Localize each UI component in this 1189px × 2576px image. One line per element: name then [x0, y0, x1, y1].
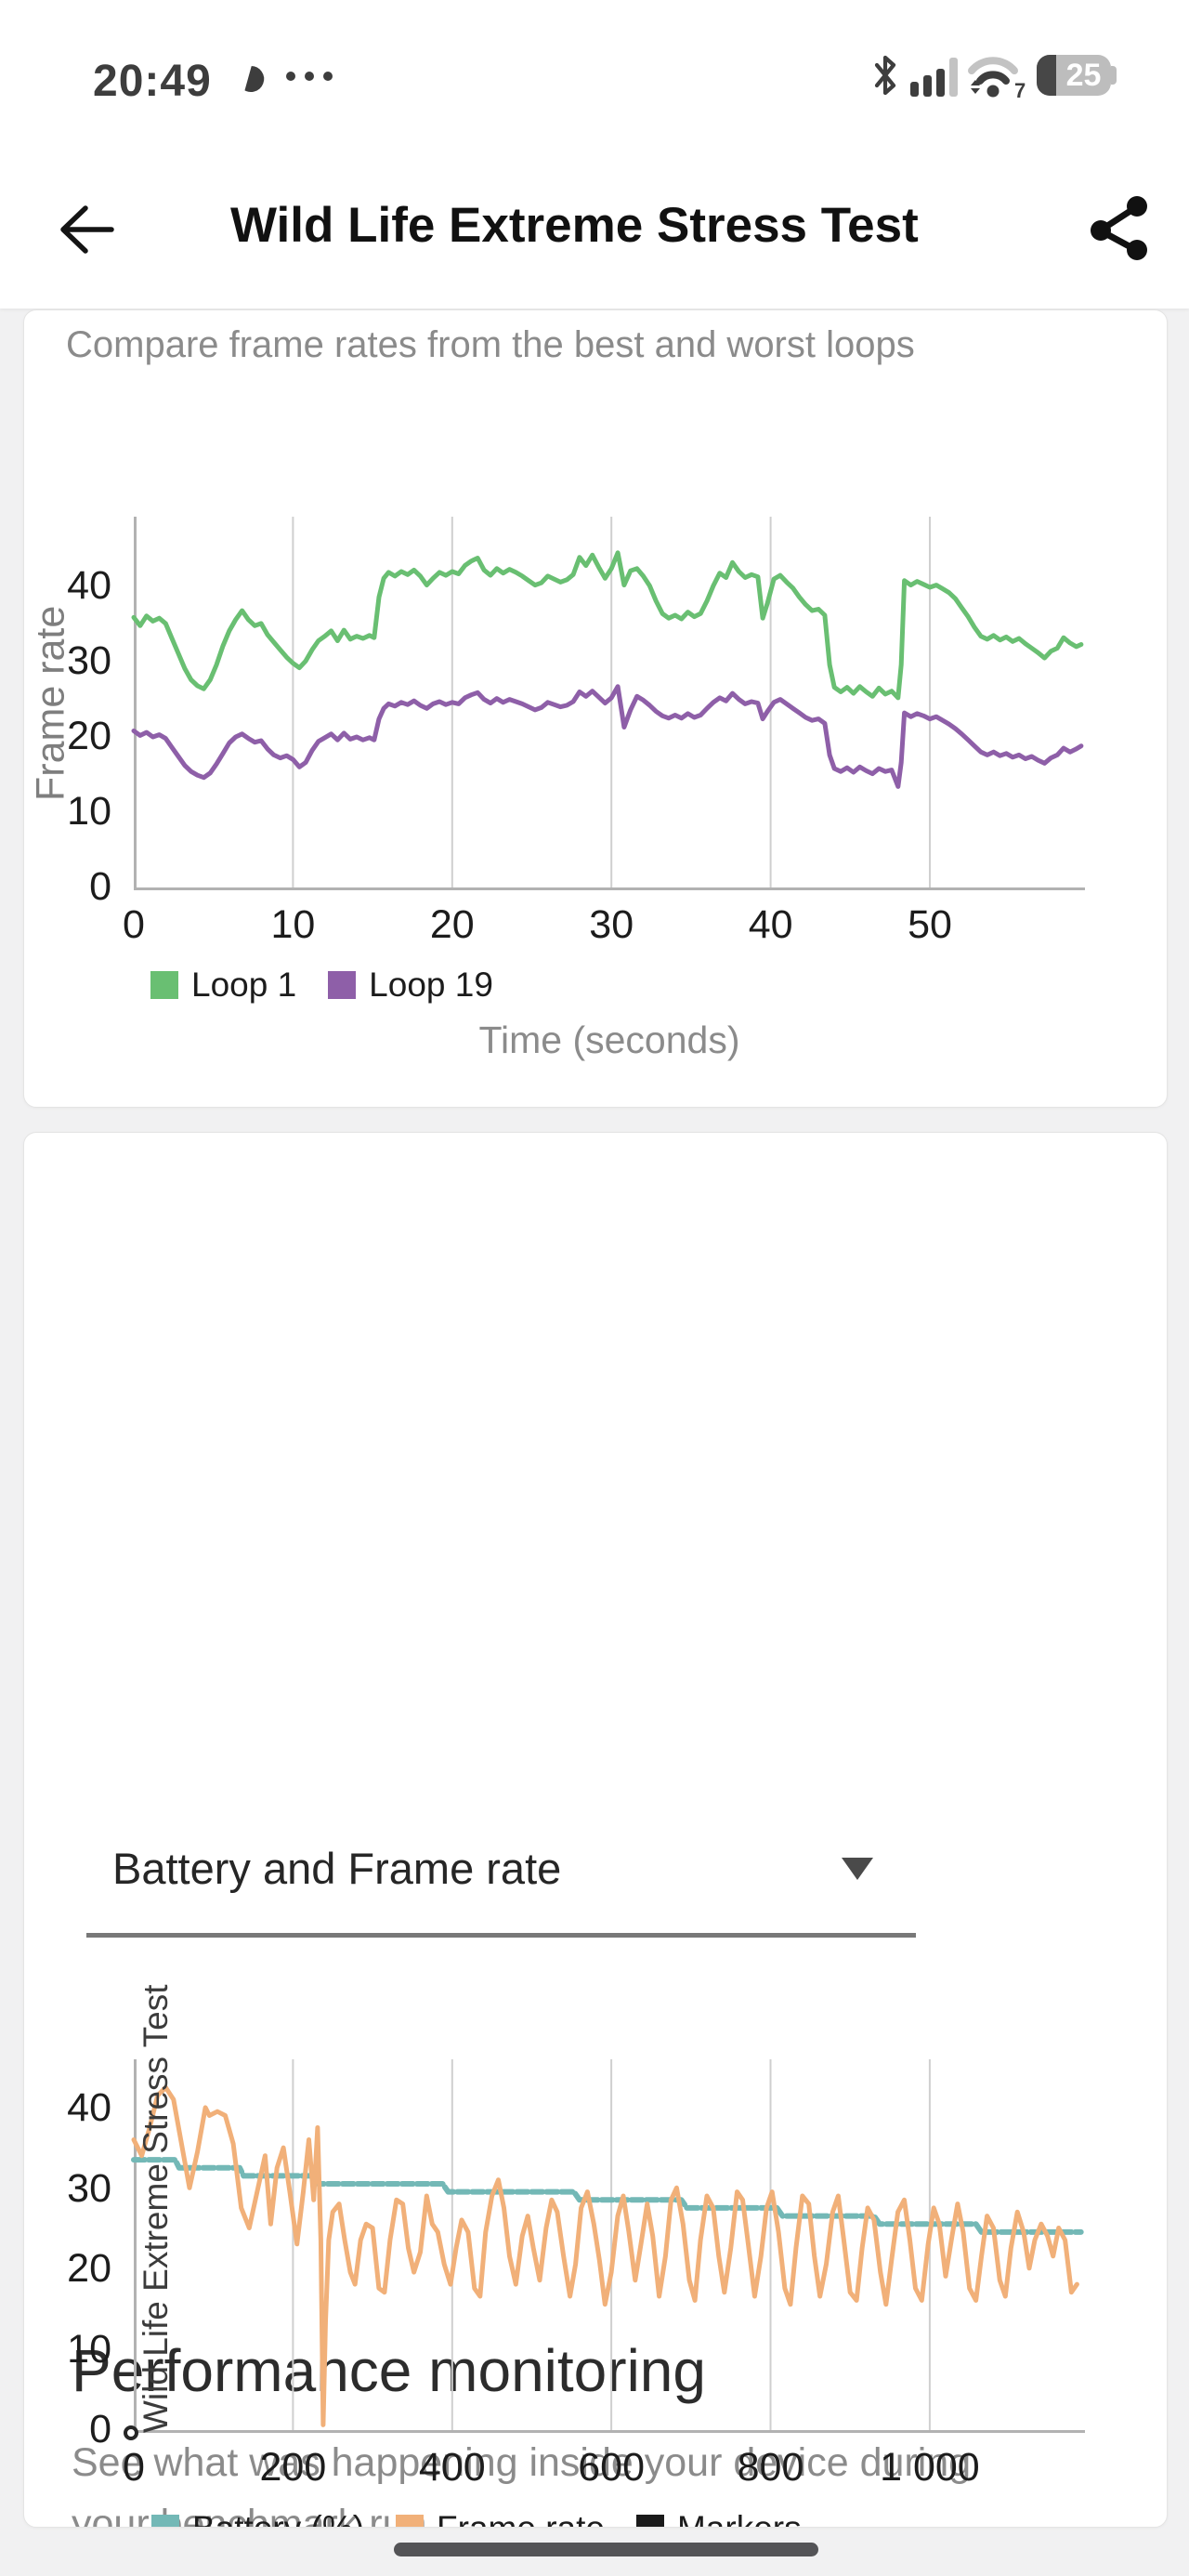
legend-label: Markers [677, 2509, 802, 2527]
metric-dropdown-value: Battery and Frame rate [112, 1844, 562, 1893]
y-tick-label: 30 [67, 638, 111, 684]
y-tick-label: 10 [67, 789, 111, 835]
x-tick-label: 40 [748, 902, 793, 947]
legend-item: Loop 19 [328, 966, 493, 1005]
legend-swatch [151, 2515, 179, 2527]
legend-swatch [635, 2515, 664, 2527]
x-tick-label: 10 [270, 902, 316, 947]
svg-text:7: 7 [1014, 79, 1026, 99]
section-title: Performance monitoring [72, 2337, 706, 2404]
legend-swatch [328, 971, 357, 999]
y-tick-label: 20 [67, 714, 111, 759]
y-tick-label: 40 [67, 563, 111, 609]
signal-icon [910, 56, 964, 101]
marker-label: Wild Life Extreme Stress Test [137, 1984, 175, 2433]
status-time: 20:49 [93, 57, 212, 106]
legend-item: Loop 1 [150, 966, 296, 1005]
battery-icon: 25 [1037, 55, 1117, 96]
page-title: Wild Life Extreme Stress Test [230, 198, 919, 253]
y-tick-label: 0 [89, 2407, 111, 2451]
x-tick-label: 0 [123, 902, 145, 947]
y-tick-label: 30 [67, 2165, 111, 2211]
dropdown-underline [86, 1933, 916, 1938]
metric-dropdown[interactable]: Battery and Frame rate [86, 1841, 916, 1938]
loop-card-description: Compare frame rates from the best and wo… [66, 324, 915, 365]
wifi-icon: 7 [966, 54, 1026, 103]
x-tick-label: 30 [589, 902, 634, 947]
home-indicator[interactable] [394, 2543, 818, 2556]
legend-label: Loop 1 [191, 966, 297, 1004]
y-tick-label: 10 [67, 2326, 111, 2372]
x-axis-label: Time (seconds) [478, 1019, 740, 1061]
y-tick-label: 20 [67, 2246, 111, 2292]
y-tick-label: 40 [67, 2085, 111, 2131]
legend-item: Frame rate [396, 2509, 605, 2527]
x-tick-label: 600 [578, 2445, 646, 2490]
monitoring-chart-plot: 0 10 20 30 40 0 200 400 600 800 1 000 [67, 2059, 1085, 2489]
x-tick-label: 50 [908, 902, 952, 947]
x-tick-label: 800 [737, 2445, 804, 2490]
legend-label: Frame rate [437, 2509, 605, 2527]
legend-swatch [150, 971, 178, 999]
y-tick-label: 0 [89, 864, 111, 909]
chat-bubble-icon [229, 61, 269, 107]
x-tick-label: 400 [418, 2445, 486, 2490]
x-tick-label: 200 [259, 2445, 327, 2490]
legend-label: Loop 19 [369, 966, 493, 1004]
performance-monitoring-card: Performance monitoring See what was happ… [23, 1132, 1168, 2528]
legend-item: Markers [635, 2509, 802, 2527]
x-tick-label: 1 000 [880, 2445, 980, 2490]
ellipsis-icon [284, 69, 336, 88]
share-button[interactable] [1083, 186, 1157, 269]
battery-level-text: 25 [1065, 57, 1102, 93]
x-tick-label: 0 [123, 2445, 145, 2490]
header: 20:49 7 7 [0, 0, 1189, 309]
monitoring-chart-svg [131, 2059, 1085, 2433]
section-description-line2: your benchmark run. [72, 2502, 438, 2528]
monitoring-chart-legend: Battery (%) Frame rate Markers [151, 2509, 833, 2527]
loops-chart-legend: Loop 1 Loop 19 [150, 966, 525, 1005]
back-button[interactable] [51, 202, 122, 257]
section-description: See what was happening inside your devic… [72, 2432, 972, 2528]
legend-item: Battery (%) [151, 2509, 364, 2527]
bluetooth-icon [871, 52, 901, 103]
loops-chart-svg [131, 517, 1085, 890]
legend-swatch [396, 2515, 425, 2527]
section-description-line1: See what was happening inside your devic… [72, 2440, 972, 2485]
x-tick-label: 20 [429, 902, 475, 947]
legend-label: Battery (%) [192, 2509, 364, 2527]
loop-comparison-card: Compare frame rates from the best and wo… [23, 309, 1168, 1108]
marker-origin-dot [124, 2425, 138, 2440]
loops-chart-plot: 0 10 20 30 40 0 10 20 30 40 50 [67, 517, 1085, 946]
chevron-down-icon [842, 1858, 873, 1880]
